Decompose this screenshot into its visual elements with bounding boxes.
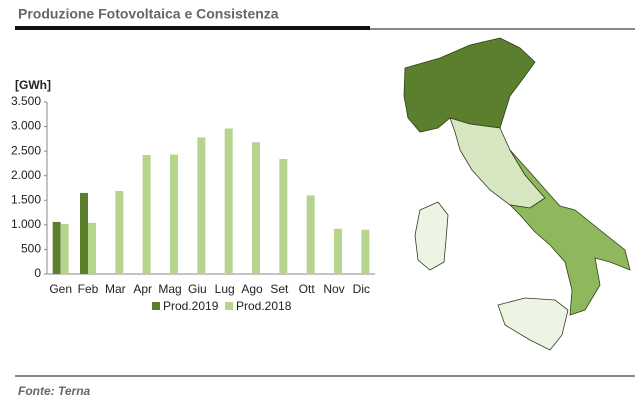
x-tick-label: Set (270, 282, 289, 296)
x-tick-label: Dic (353, 282, 370, 296)
bar (306, 195, 315, 274)
y-tick-label: 3.000 (11, 119, 41, 133)
x-tick-label: Feb (78, 282, 99, 296)
bar (115, 190, 124, 274)
bar (224, 128, 233, 274)
map-south (508, 149, 631, 316)
bar (279, 159, 288, 274)
bar (252, 142, 260, 274)
x-tick-label: Gen (49, 282, 72, 296)
y-tick-label: 0 (34, 266, 41, 280)
x-tick-label: Mar (105, 282, 126, 296)
map-center (449, 117, 546, 209)
legend-label: Prod.2018 (236, 299, 292, 313)
x-tick-label: Ott (299, 282, 316, 296)
map-sardinia (414, 201, 449, 271)
x-tick-label: Nov (323, 282, 344, 296)
legend-swatch (152, 302, 160, 310)
bar (334, 228, 342, 274)
y-tick-label: 3.500 (11, 94, 41, 108)
legend-label: Prod.2019 (163, 299, 219, 313)
map-sicily (497, 297, 569, 351)
x-tick-label: Mag (158, 282, 181, 296)
bar (361, 229, 370, 274)
map (403, 37, 631, 351)
y-tick-label: 2.000 (11, 168, 41, 182)
bar (170, 154, 178, 274)
map-north (403, 37, 536, 133)
y-axis-label: [GWh] (15, 78, 51, 92)
x-tick-label: Ago (241, 282, 263, 296)
bar (60, 223, 69, 274)
bar (52, 221, 61, 274)
bar (88, 222, 96, 274)
x-tick-label: Apr (133, 282, 152, 296)
x-tick-label: Lug (215, 282, 235, 296)
legend-swatch (225, 302, 233, 310)
y-tick-label: 500 (21, 242, 41, 256)
x-tick-label: Giu (188, 282, 207, 296)
y-tick-label: 1.000 (11, 217, 41, 231)
y-tick-label: 1.500 (11, 192, 41, 206)
bar (80, 192, 88, 274)
title-rule (15, 26, 370, 30)
source: Fonte: Terna (18, 384, 91, 398)
bar (197, 137, 206, 274)
bar (142, 155, 151, 274)
y-tick-label: 2.500 (11, 143, 41, 157)
page-title: Produzione Fotovoltaica e Consistenza (18, 6, 279, 22)
